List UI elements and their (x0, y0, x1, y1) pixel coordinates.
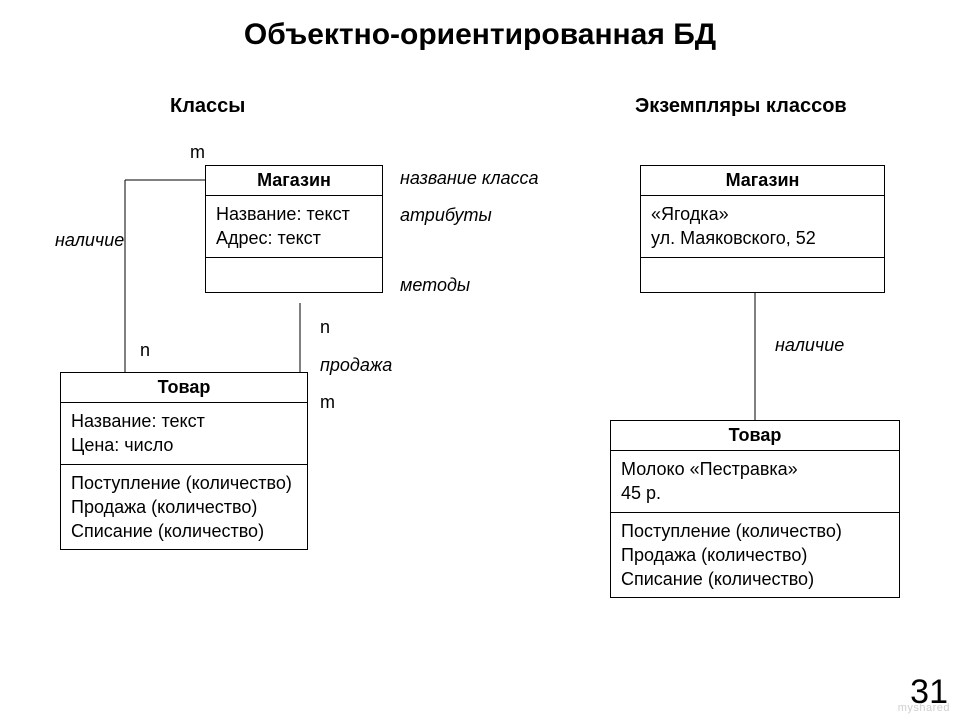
annot-class-name: название класса (400, 168, 539, 189)
rel-availability-right: наличие (775, 335, 844, 356)
method-row: Продажа (количество) (71, 495, 297, 519)
class-product-attrs: Название: текст Цена: число (61, 403, 307, 465)
value-row: Молоко «Пестравка» (621, 457, 889, 481)
instance-store-values: «Ягодка» ул. Маяковского, 52 (641, 196, 884, 258)
value-row: 45 р. (621, 481, 889, 505)
value-row: ул. Маяковского, 52 (651, 226, 874, 250)
page-title: Объектно-ориентированная БД (0, 18, 960, 52)
mult-m-top: m (190, 142, 205, 163)
class-store-name: Магазин (206, 166, 382, 196)
instance-store-box: Магазин «Ягодка» ул. Маяковского, 52 (640, 165, 885, 293)
class-store-attrs: Название: текст Адрес: текст (206, 196, 382, 258)
class-store-methods-empty (206, 258, 382, 292)
class-product-name: Товар (61, 373, 307, 403)
class-product-box: Товар Название: текст Цена: число Поступ… (60, 372, 308, 550)
instance-product-values: Молоко «Пестравка» 45 р. (611, 451, 899, 513)
mult-n-left: n (140, 340, 150, 361)
watermark: myshared (898, 702, 950, 714)
rel-sale: продажа (320, 355, 392, 376)
method-row: Продажа (количество) (621, 543, 889, 567)
class-product-methods: Поступление (количество) Продажа (количе… (61, 465, 307, 550)
annot-attributes: атрибуты (400, 205, 492, 226)
method-row: Поступление (количество) (621, 519, 889, 543)
instance-product-box: Товар Молоко «Пестравка» 45 р. Поступлен… (610, 420, 900, 598)
instances-label: Экземпляры классов (635, 95, 847, 118)
attr-row: Название: текст (216, 202, 372, 226)
attr-row: Адрес: текст (216, 226, 372, 250)
mult-n-mid: n (320, 317, 330, 338)
instance-product-methods: Поступление (количество) Продажа (количе… (611, 513, 899, 598)
annot-methods: методы (400, 275, 470, 296)
attr-row: Название: текст (71, 409, 297, 433)
instance-store-methods-empty (641, 258, 884, 292)
classes-label: Классы (170, 95, 245, 118)
rel-availability-left: наличие (55, 230, 124, 251)
method-row: Списание (количество) (71, 519, 297, 543)
instance-store-name: Магазин (641, 166, 884, 196)
value-row: «Ягодка» (651, 202, 874, 226)
instance-product-name: Товар (611, 421, 899, 451)
attr-row: Цена: число (71, 433, 297, 457)
mult-m-bottom: m (320, 392, 335, 413)
method-row: Поступление (количество) (71, 471, 297, 495)
class-store-box: Магазин Название: текст Адрес: текст (205, 165, 383, 293)
method-row: Списание (количество) (621, 567, 889, 591)
